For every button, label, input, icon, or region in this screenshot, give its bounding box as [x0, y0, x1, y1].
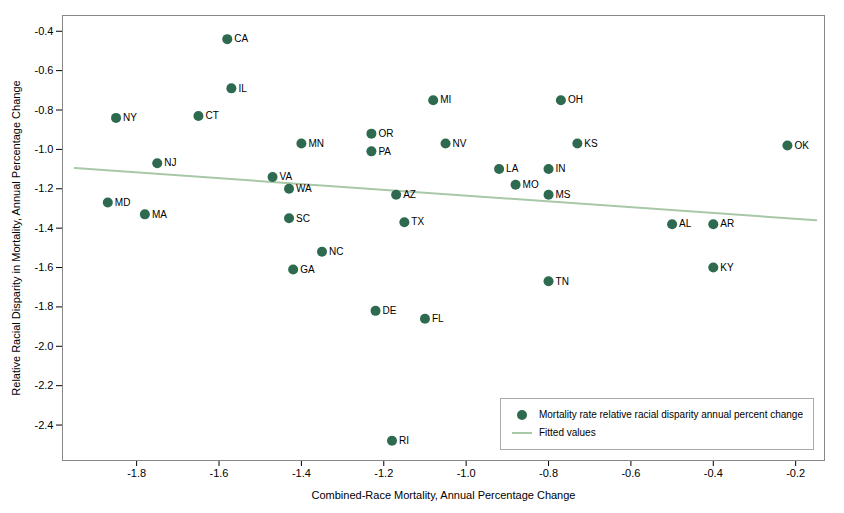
svg-text:GA: GA [300, 264, 315, 275]
svg-text:NJ: NJ [164, 157, 176, 168]
svg-text:KS: KS [584, 138, 598, 149]
svg-text:-0.6: -0.6 [35, 64, 54, 76]
svg-text:-1.2: -1.2 [374, 467, 393, 479]
svg-text:MS: MS [556, 189, 571, 200]
svg-text:DE: DE [383, 305, 397, 316]
svg-text:SC: SC [296, 213, 310, 224]
svg-text:-1.2: -1.2 [35, 182, 54, 194]
svg-text:-2.4: -2.4 [35, 419, 54, 431]
svg-text:-1.0: -1.0 [457, 467, 476, 479]
svg-text:NY: NY [123, 112, 137, 123]
svg-text:Combined-Race Mortality, Annua: Combined-Race Mortality, Annual Percenta… [312, 489, 576, 501]
svg-text:OK: OK [794, 140, 809, 151]
svg-text:WA: WA [296, 183, 312, 194]
svg-text:-1.4: -1.4 [35, 222, 54, 234]
svg-text:AR: AR [720, 218, 734, 229]
svg-text:VA: VA [280, 171, 293, 182]
svg-text:-1.0: -1.0 [35, 143, 54, 155]
svg-text:-0.8: -0.8 [539, 467, 558, 479]
svg-text:IN: IN [556, 163, 566, 174]
svg-text:-0.2: -0.2 [786, 467, 805, 479]
svg-text:-1.6: -1.6 [35, 261, 54, 273]
svg-text:MO: MO [523, 179, 539, 190]
svg-text:CA: CA [234, 33, 248, 44]
svg-text:-0.6: -0.6 [621, 467, 640, 479]
svg-text:-1.8: -1.8 [127, 467, 146, 479]
svg-text:Relative Racial Disparity in M: Relative Racial Disparity in Mortality, … [10, 80, 22, 395]
svg-text:MD: MD [115, 197, 131, 208]
svg-text:AL: AL [679, 218, 692, 229]
svg-text:FL: FL [432, 313, 444, 324]
html-text:Fitted values: Fitted values [539, 427, 596, 438]
svg-text:NC: NC [329, 246, 343, 257]
svg-text:PA: PA [378, 146, 391, 157]
svg-text:-0.8: -0.8 [35, 104, 54, 116]
svg-text:TN: TN [556, 276, 569, 287]
svg-text:-1.4: -1.4 [292, 467, 311, 479]
svg-text:-1.6: -1.6 [210, 467, 229, 479]
svg-text:-0.4: -0.4 [704, 467, 723, 479]
svg-text:OR: OR [378, 128, 393, 139]
html-text:Mortality rate relative racial: Mortality rate relative racial disparity… [539, 409, 803, 420]
svg-text:MI: MI [440, 94, 451, 105]
svg-text:RI: RI [399, 435, 409, 446]
svg-text:-1.8: -1.8 [35, 300, 54, 312]
svg-text:IL: IL [238, 83, 247, 94]
svg-text:TX: TX [411, 216, 424, 227]
svg-text:AZ: AZ [403, 189, 416, 200]
svg-text:NV: NV [453, 138, 467, 149]
svg-text:OH: OH [568, 94, 583, 105]
svg-text:CT: CT [205, 110, 218, 121]
svg-text:-2.2: -2.2 [35, 379, 54, 391]
svg-text:-2.0: -2.0 [35, 340, 54, 352]
svg-text:KY: KY [720, 262, 734, 273]
svg-text:MA: MA [152, 209, 167, 220]
svg-text:MN: MN [308, 138, 324, 149]
svg-text:LA: LA [506, 163, 519, 174]
svg-text:-0.4: -0.4 [35, 25, 54, 37]
